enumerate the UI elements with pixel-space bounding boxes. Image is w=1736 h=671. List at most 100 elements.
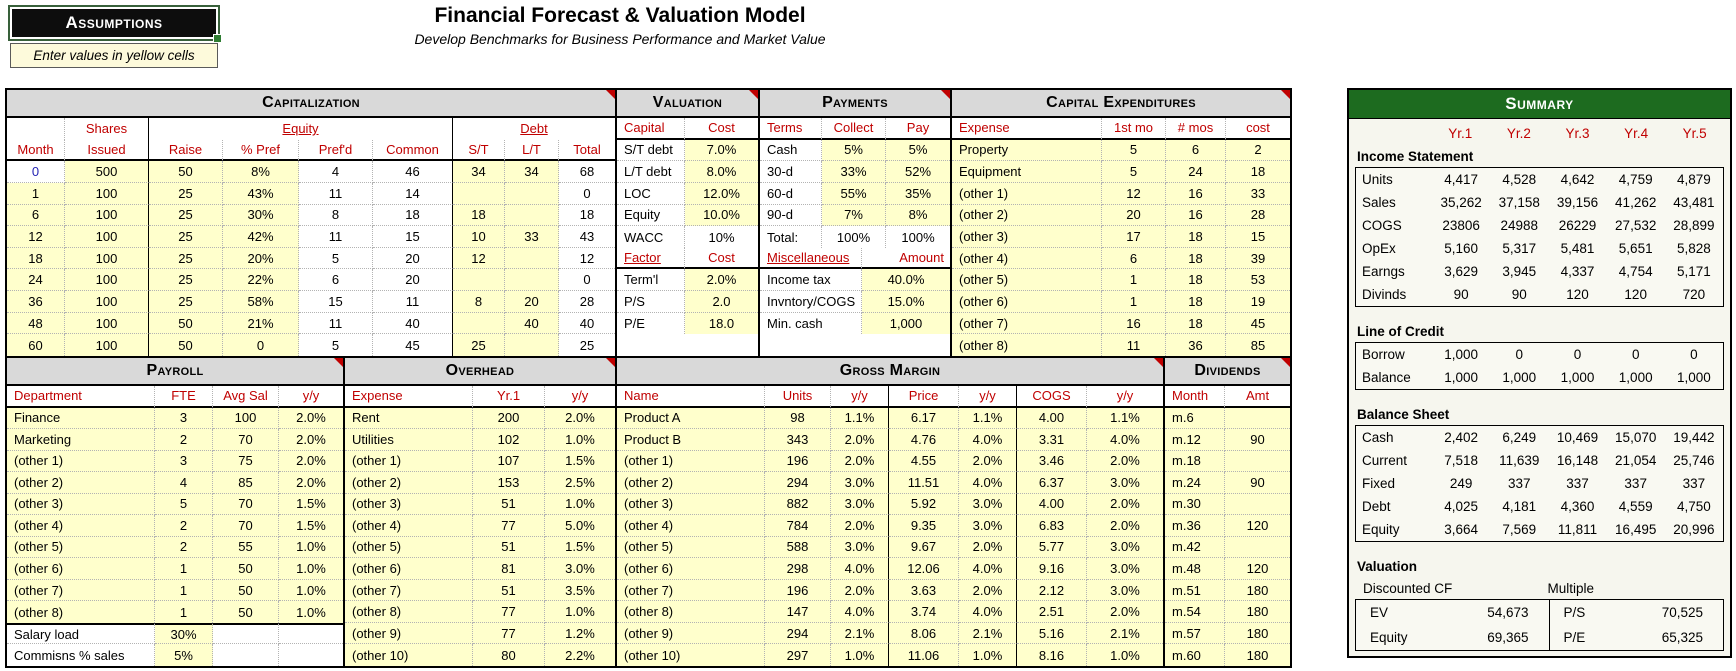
cell-fte[interactable]: 4 [155, 472, 213, 494]
cell-units-yoy[interactable]: 4.0% [831, 558, 889, 580]
cell-price-yoy[interactable]: 3.0% [959, 493, 1017, 516]
cell-product-name[interactable]: Product B [617, 429, 765, 451]
cell-yr1-amount[interactable]: 81 [473, 558, 545, 580]
cell-price[interactable]: 11.51 [889, 472, 959, 494]
cell-units-yoy[interactable]: 2.0% [831, 515, 889, 537]
cell-expense-name[interactable]: (other 3) [952, 226, 1102, 248]
cell-units[interactable]: 294 [765, 622, 831, 645]
cell-div-amount[interactable]: 120 [1225, 558, 1290, 580]
cell-cost[interactable]: 28 [1226, 204, 1290, 227]
cell-factor-cost[interactable]: 2.0 [685, 291, 758, 313]
cell-cogs[interactable]: 4.00 [1017, 493, 1087, 516]
cell-expense-name[interactable]: Rent [345, 407, 473, 430]
cell-cogs[interactable]: 4.00 [1017, 407, 1087, 430]
cell-units[interactable]: 588 [765, 536, 831, 559]
cell-yoy[interactable]: 2.0% [279, 429, 343, 451]
cell-price[interactable]: 4.76 [889, 429, 959, 451]
cell-div-month[interactable]: m.51 [1165, 579, 1225, 602]
cell-st-debt[interactable] [453, 312, 505, 335]
cell-div-month[interactable]: m.60 [1165, 644, 1225, 666]
cell-pay-pct[interactable]: 8% [886, 204, 950, 227]
cell-yoy[interactable]: 1.0% [545, 429, 615, 451]
cell-yoy[interactable]: 1.0% [279, 536, 343, 559]
cell-lt-debt[interactable]: 20 [505, 291, 559, 313]
cell-department[interactable]: (other 2) [7, 472, 155, 494]
cell-units[interactable]: 343 [765, 429, 831, 451]
cell-yr1-amount[interactable]: 77 [473, 601, 545, 623]
cell-product-name[interactable]: (other 2) [617, 472, 765, 494]
cell-department[interactable]: (other 7) [7, 579, 155, 602]
cell-cogs[interactable]: 6.83 [1017, 515, 1087, 537]
cell-fte[interactable]: 1 [155, 579, 213, 602]
cell-month[interactable]: 12 [7, 226, 65, 248]
cell-yoy[interactable]: 2.0% [545, 407, 615, 430]
cell-pct-pref[interactable]: 58% [223, 291, 299, 313]
cell-yoy[interactable]: 1.5% [545, 536, 615, 559]
cell-first-month[interactable]: 11 [1102, 334, 1166, 357]
cell-shares-issued[interactable]: 100 [65, 226, 149, 248]
cell-units[interactable]: 297 [765, 644, 831, 666]
cell-st-debt[interactable]: 25 [453, 334, 505, 357]
cell-div-amount[interactable]: 180 [1225, 579, 1290, 602]
cell-month[interactable]: 6 [7, 204, 65, 227]
cell-product-name[interactable]: (other 1) [617, 450, 765, 473]
cell-department[interactable]: (other 6) [7, 558, 155, 580]
cell-cost[interactable]: 33 [1226, 182, 1290, 205]
cell-units-yoy[interactable]: 2.0% [831, 429, 889, 451]
cell-units-yoy[interactable]: 2.0% [831, 450, 889, 473]
cell-price-yoy[interactable]: 2.0% [959, 450, 1017, 473]
cell-product-name[interactable]: (other 7) [617, 579, 765, 602]
cell-units[interactable]: 294 [765, 472, 831, 494]
cell-first-month[interactable]: 5 [1102, 161, 1166, 183]
cell-cogs-yoy[interactable]: 2.0% [1087, 515, 1163, 537]
cell-pct-pref[interactable]: 20% [223, 247, 299, 270]
cell-yr1-amount[interactable]: 107 [473, 450, 545, 473]
cell-first-month[interactable]: 1 [1102, 269, 1166, 292]
cell-yoy[interactable]: 1.0% [279, 601, 343, 623]
cell-yr1-amount[interactable]: 51 [473, 536, 545, 559]
cell-cogs-yoy[interactable]: 3.0% [1087, 579, 1163, 602]
cell-expense-name[interactable]: (other 3) [345, 493, 473, 516]
cell-lt-debt[interactable] [505, 334, 559, 357]
cell-avg-sal[interactable]: 50 [213, 601, 279, 623]
cell-collect-pct[interactable]: 55% [822, 182, 886, 205]
cell-capital-cost[interactable]: 12.0% [685, 182, 758, 205]
cell-price[interactable]: 4.55 [889, 450, 959, 473]
cell-st-debt[interactable]: 12 [453, 247, 505, 270]
cell-raise[interactable]: 50 [149, 334, 223, 357]
cell-collect-pct[interactable]: 7% [822, 204, 886, 227]
cell-month[interactable]: 36 [7, 291, 65, 313]
cell-cogs-yoy[interactable]: 1.0% [1087, 644, 1163, 666]
cell-price[interactable]: 8.06 [889, 622, 959, 645]
cell-fte[interactable]: 1 [155, 558, 213, 580]
cell-expense-name[interactable]: (other 5) [345, 536, 473, 559]
cell-yr1-amount[interactable]: 51 [473, 493, 545, 516]
cell-capital-cost[interactable]: 8.0% [685, 161, 758, 183]
cell-price[interactable]: 9.35 [889, 515, 959, 537]
cell-price[interactable]: 5.92 [889, 493, 959, 516]
cell-shares-issued[interactable]: 100 [65, 182, 149, 205]
cell-fte[interactable]: 2 [155, 536, 213, 559]
cell-yoy[interactable]: 5.0% [545, 515, 615, 537]
cell-lt-debt[interactable]: 33 [505, 226, 559, 248]
cell-expense-name[interactable]: (other 2) [345, 472, 473, 494]
cell-cost[interactable]: 39 [1226, 247, 1290, 270]
cell-month[interactable]: 0 [7, 161, 65, 183]
cell-yr1-amount[interactable]: 102 [473, 429, 545, 451]
cell-department[interactable]: (other 4) [7, 515, 155, 537]
cell-price-yoy[interactable]: 2.1% [959, 622, 1017, 645]
cell-month[interactable]: 24 [7, 269, 65, 292]
cell-raise[interactable]: 50 [149, 312, 223, 335]
cell-cogs-yoy[interactable]: 3.0% [1087, 558, 1163, 580]
cell-yoy[interactable]: 1.0% [279, 579, 343, 602]
cell-div-month[interactable]: m.30 [1165, 493, 1225, 516]
cell-div-month[interactable]: m.36 [1165, 515, 1225, 537]
cell-month[interactable]: 18 [7, 247, 65, 270]
cell-units[interactable]: 147 [765, 601, 831, 623]
cell-misc-amount[interactable]: 40.0% [862, 269, 950, 292]
cell-shares-issued[interactable]: 100 [65, 291, 149, 313]
commissions-value[interactable]: 5% [155, 644, 213, 666]
cell-yoy[interactable]: 1.0% [545, 493, 615, 516]
cell-expense-name[interactable]: (other 5) [952, 269, 1102, 292]
cell-raise[interactable]: 25 [149, 204, 223, 227]
